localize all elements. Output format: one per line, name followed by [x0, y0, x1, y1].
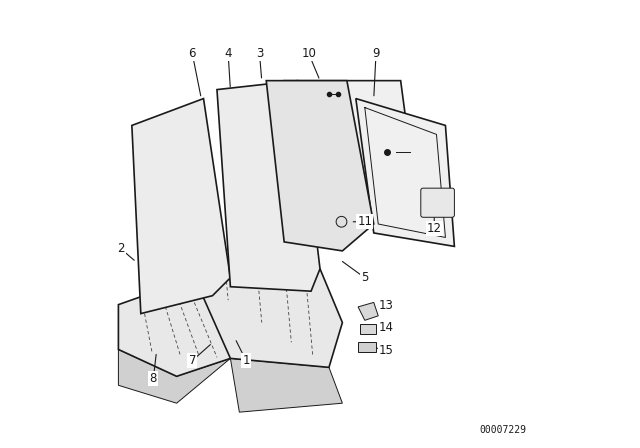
Polygon shape: [266, 81, 374, 251]
Polygon shape: [230, 358, 342, 412]
Text: 8: 8: [150, 372, 157, 385]
Bar: [360, 324, 376, 334]
Polygon shape: [356, 99, 454, 246]
Polygon shape: [118, 278, 239, 376]
Text: 10: 10: [301, 47, 316, 60]
Polygon shape: [217, 81, 320, 291]
Polygon shape: [118, 349, 230, 403]
Bar: [358, 342, 376, 352]
Text: 6: 6: [189, 47, 196, 60]
Text: 15: 15: [379, 344, 394, 357]
Polygon shape: [195, 269, 342, 367]
Polygon shape: [358, 302, 378, 320]
Text: 2: 2: [117, 242, 124, 255]
Text: 1: 1: [243, 354, 250, 367]
Text: 3: 3: [256, 47, 263, 60]
Text: 9: 9: [372, 47, 380, 60]
FancyBboxPatch shape: [421, 188, 454, 217]
Text: 4: 4: [225, 47, 232, 60]
Text: 11: 11: [357, 215, 372, 228]
Polygon shape: [132, 99, 230, 314]
Circle shape: [336, 216, 347, 227]
Text: 00007229: 00007229: [479, 425, 526, 435]
Text: 12: 12: [427, 222, 442, 235]
Polygon shape: [284, 81, 419, 215]
Text: 7: 7: [189, 354, 196, 367]
Text: 14: 14: [379, 321, 394, 335]
Text: 5: 5: [361, 271, 369, 284]
Text: 13: 13: [379, 299, 394, 312]
